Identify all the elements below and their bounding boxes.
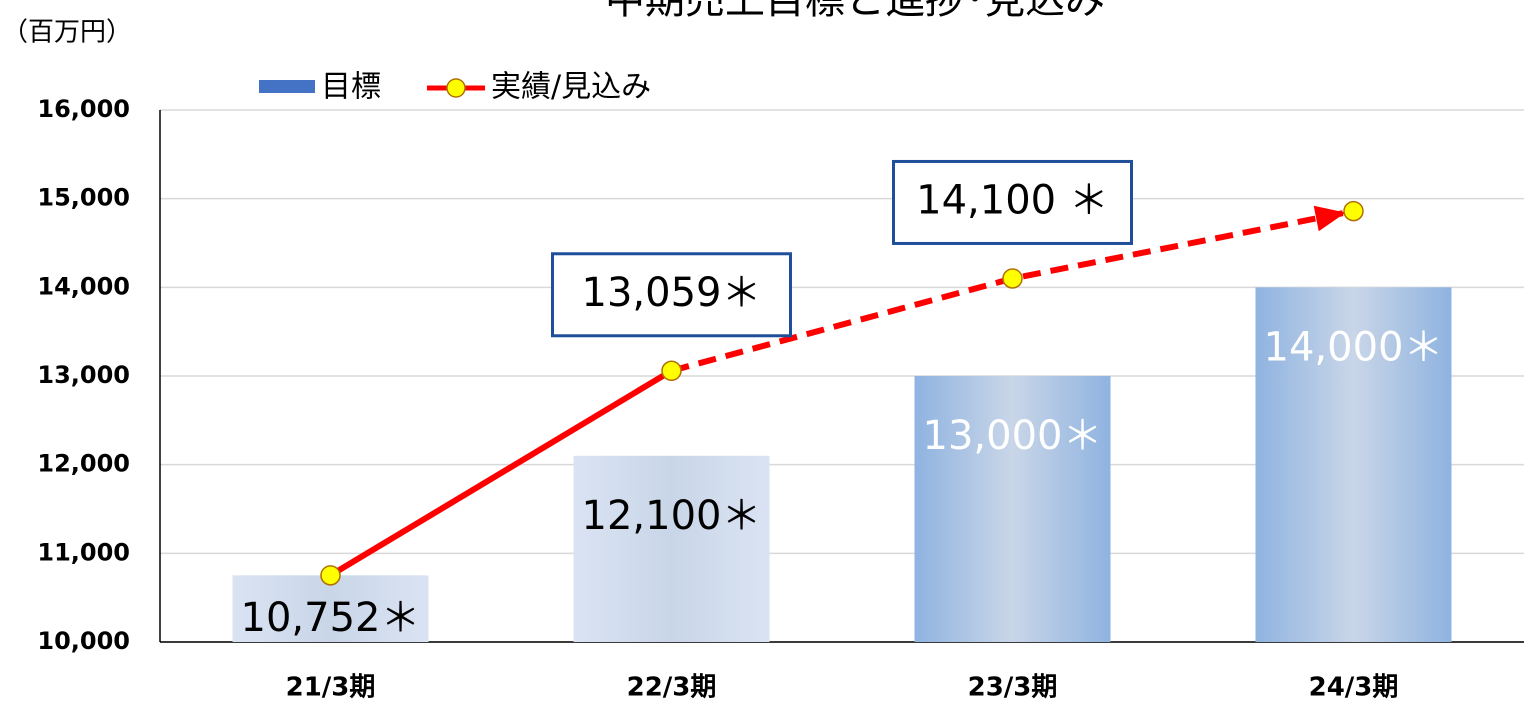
legend-label: 実績/見込み: [491, 70, 651, 105]
bar: [1255, 287, 1452, 642]
chart-title: 中期売上目標と進捗･見込み: [605, 0, 1105, 23]
bar-value-label: 14,000＊: [1264, 324, 1444, 370]
value-box: [551, 252, 792, 338]
line-value-label: 14,100 ＊: [916, 177, 1109, 223]
bar: [914, 376, 1111, 642]
line-marker: [1343, 200, 1364, 222]
y-tick-label: 13,000: [37, 361, 130, 389]
value-box: [892, 159, 1133, 245]
line-marker: [661, 360, 682, 382]
bar-value-label: 10,752＊: [241, 595, 421, 641]
y-tick-label: 12,000: [37, 450, 130, 478]
y-tick-label: 16,000: [37, 95, 130, 123]
x-tick-label: 22/3期: [627, 673, 717, 703]
bar: [232, 575, 429, 642]
line-solid: [328, 368, 674, 578]
y-axis-label: （百万円）: [2, 18, 132, 48]
line-value-label: 13,059＊: [582, 270, 762, 316]
legend-marker: [446, 78, 466, 98]
bar: [573, 455, 770, 642]
x-tick-label: 21/3期: [286, 673, 376, 703]
arrowhead: [1313, 205, 1346, 232]
bar-value-label: 13,000＊: [923, 413, 1103, 459]
y-tick-label: 15,000: [37, 184, 130, 212]
bar-value-label: 12,100＊: [582, 493, 762, 539]
legend-swatch: [259, 80, 315, 93]
y-tick-label: 14,000: [37, 272, 130, 300]
x-tick-label: 23/3期: [968, 673, 1058, 703]
line-marker: [320, 565, 341, 586]
y-tick-label: 10,000: [37, 627, 130, 655]
x-tick-label: 24/3期: [1309, 673, 1399, 703]
line-marker: [1002, 268, 1023, 289]
legend-label: 目標: [321, 70, 381, 105]
y-tick-label: 11,000: [37, 538, 130, 566]
